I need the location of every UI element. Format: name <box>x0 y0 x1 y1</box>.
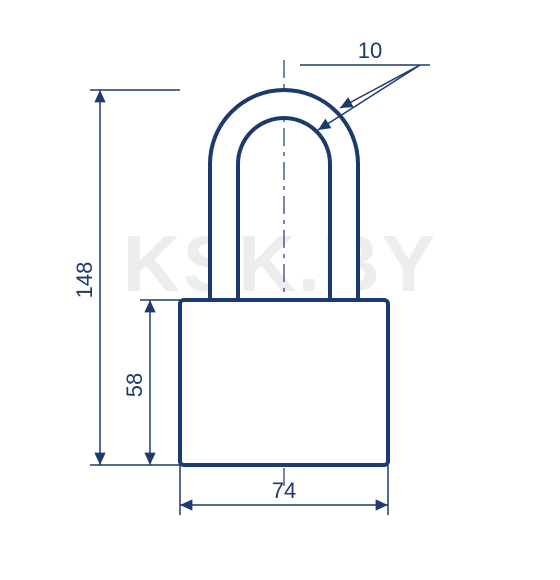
padlock-diagram: KSK.BY 148 58 74 10 <box>0 0 560 580</box>
padlock-body <box>180 300 388 465</box>
watermark-text: KSK.BY <box>123 219 437 308</box>
dim-body-height-label: 58 <box>122 373 147 397</box>
dim-body-width-label: 74 <box>272 478 296 503</box>
dim-shackle-thickness-label: 10 <box>358 38 382 63</box>
dim-body-height: 58 <box>122 300 180 465</box>
dim-total-height-label: 148 <box>72 262 97 299</box>
